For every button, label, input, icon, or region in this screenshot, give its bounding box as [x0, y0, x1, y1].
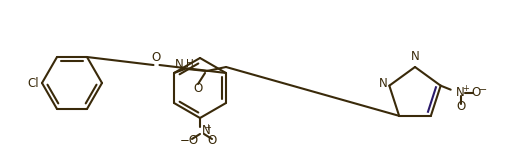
Text: O: O — [193, 82, 203, 94]
Text: O: O — [207, 133, 217, 147]
Text: O: O — [152, 51, 161, 64]
Text: N: N — [175, 57, 184, 71]
Text: +: + — [462, 84, 469, 93]
Text: Cl: Cl — [28, 77, 39, 89]
Text: H: H — [186, 59, 194, 69]
Text: N: N — [411, 50, 419, 63]
Text: O: O — [471, 86, 480, 99]
Text: N: N — [379, 77, 387, 90]
Text: −O: −O — [179, 133, 199, 147]
Text: −: − — [479, 85, 487, 95]
Text: N: N — [202, 124, 211, 137]
Text: +: + — [205, 123, 212, 131]
Text: N: N — [456, 86, 465, 99]
Text: O: O — [456, 100, 465, 113]
